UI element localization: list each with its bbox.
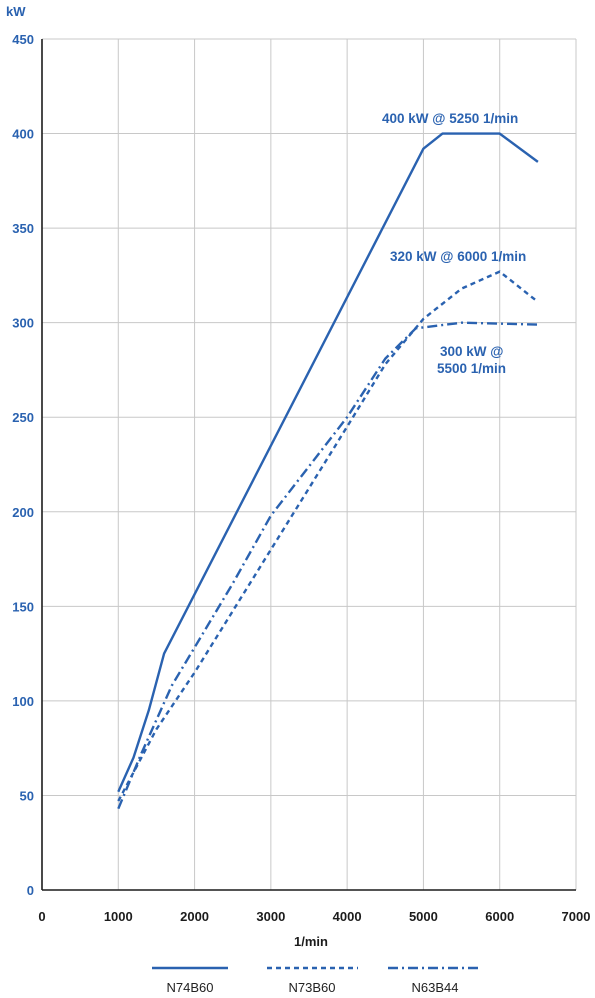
annotation-label-line: 300 kW @: [440, 344, 503, 359]
annotation-label: 400 kW @ 5250 1/min: [382, 111, 518, 126]
annotation-label-line: 5500 1/min: [437, 361, 506, 376]
y-tick-label: 300: [12, 316, 34, 331]
y-tick-label: 150: [12, 599, 34, 614]
legend: N74B60 N73B60 N63B44: [152, 966, 482, 995]
grid-lines: [42, 38, 577, 890]
y-tick-label: 400: [12, 127, 34, 142]
x-tick-label: 1000: [104, 909, 133, 924]
x-tick-labels: 0 1000 2000 3000 4000 5000 6000 7000: [38, 909, 590, 924]
y-tick-label: 350: [12, 221, 34, 236]
x-tick-label: 3000: [256, 909, 285, 924]
x-tick-label: 4000: [333, 909, 362, 924]
x-tick-label: 5000: [409, 909, 438, 924]
y-tick-label: 50: [20, 788, 34, 803]
y-tick-label: 200: [12, 505, 34, 520]
legend-label-n63b44: N63B44: [412, 980, 459, 995]
series-lines: [117, 132, 539, 810]
x-tick-label: 7000: [562, 909, 591, 924]
annotations: 400 kW @ 5250 1/min 320 kW @ 6000 1/min 30…: [382, 111, 526, 376]
series-line-n73b60: [117, 270, 539, 802]
annotation-label: 320 kW @ 6000 1/min: [390, 249, 526, 264]
y-tick-label: 250: [12, 410, 34, 425]
x-tick-label: 0: [38, 909, 45, 924]
legend-label-n73b60: N73B60: [289, 980, 336, 995]
legend-label-n74b60: N74B60: [167, 980, 214, 995]
x-tick-label: 2000: [180, 909, 209, 924]
y-tick-labels: 0 50 100 150 200 250 300 350 400 450: [12, 32, 34, 898]
series-line-n63b44: [117, 321, 538, 810]
x-tick-label: 6000: [485, 909, 514, 924]
y-tick-label: 0: [27, 883, 34, 898]
y-tick-label: 450: [12, 32, 34, 47]
axes: [41, 39, 576, 891]
x-axis-label: 1/min: [294, 934, 328, 949]
y-axis-label: kW: [6, 4, 26, 19]
series-line-n74b60: [117, 132, 539, 793]
y-tick-label: 100: [12, 694, 34, 709]
